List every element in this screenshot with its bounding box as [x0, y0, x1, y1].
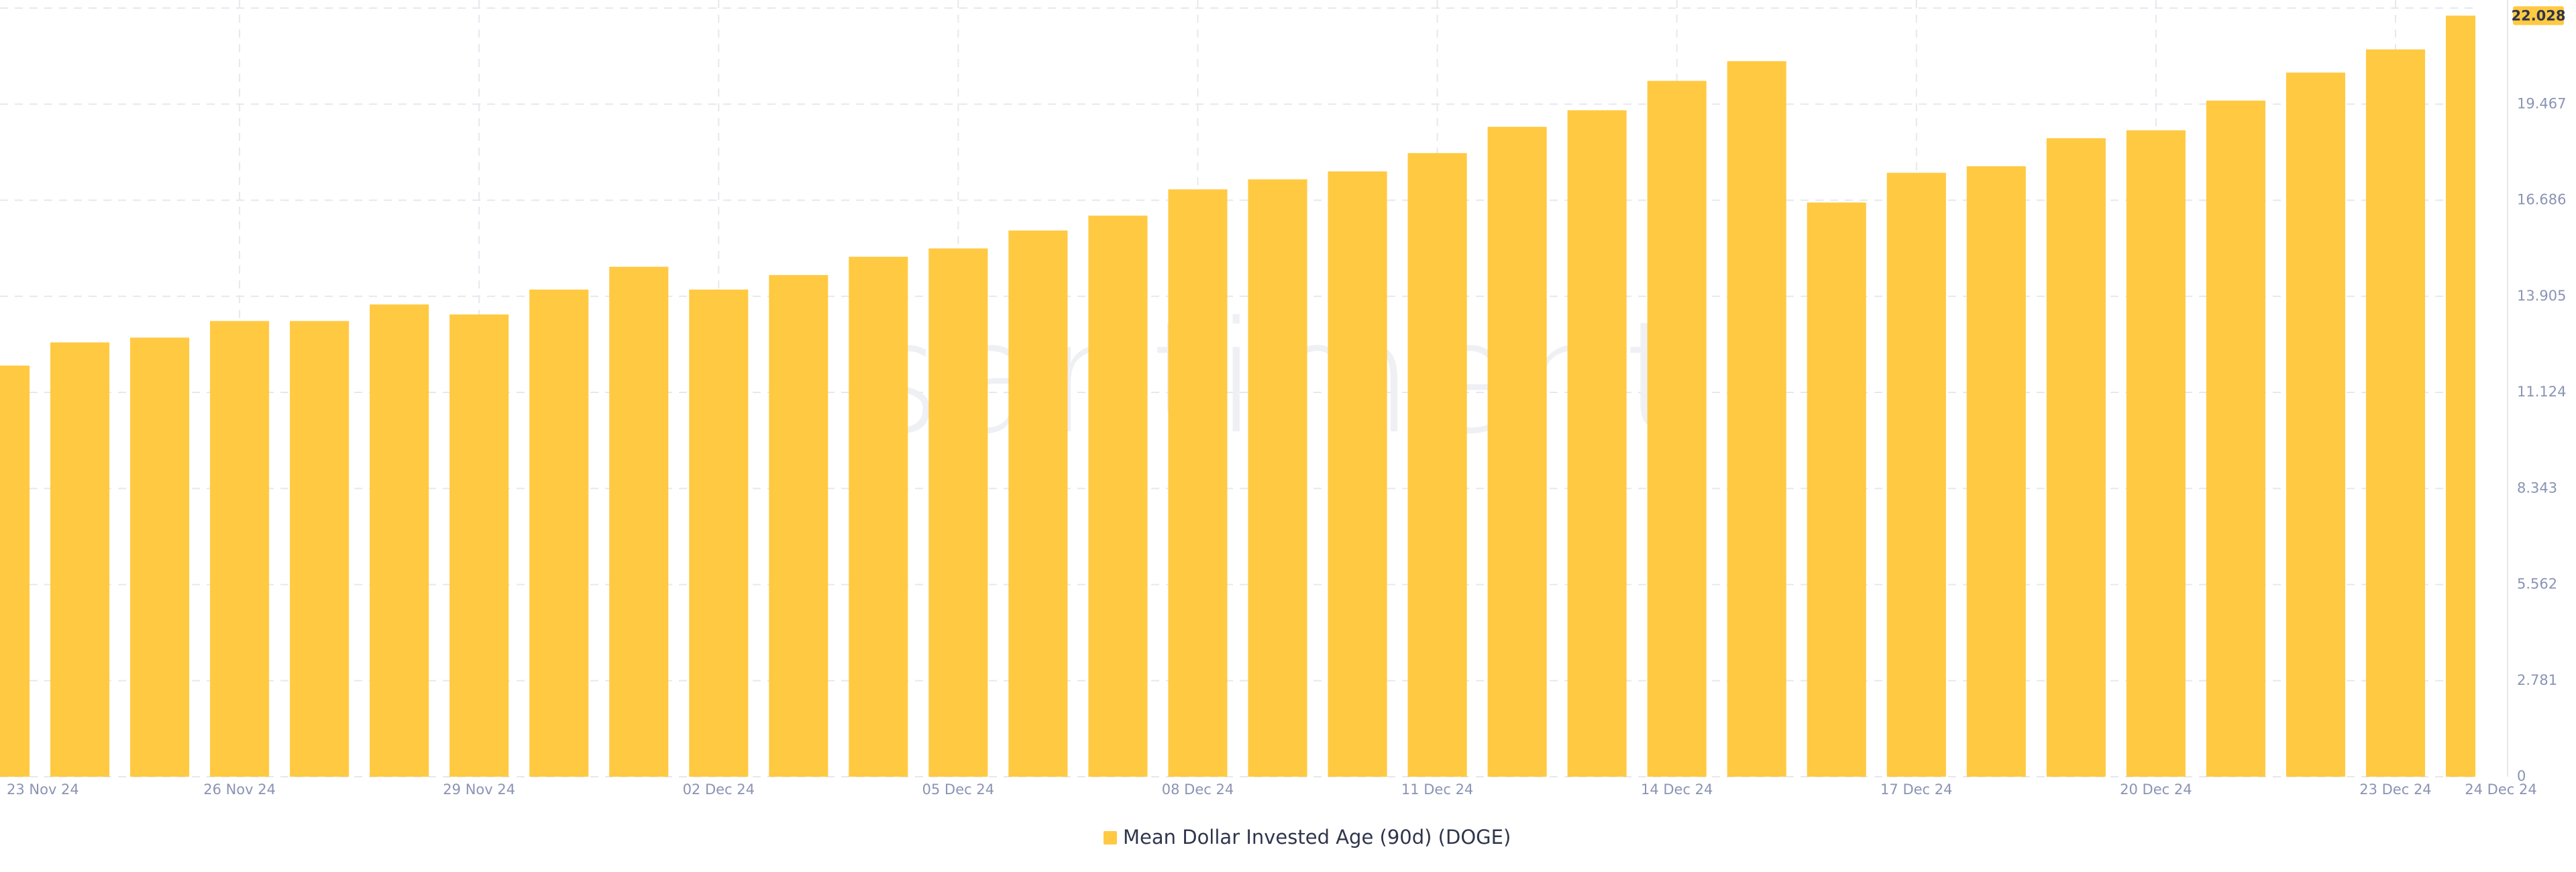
- bar: [928, 248, 988, 777]
- x-tick-label: 17 Dec 24: [1880, 781, 1952, 798]
- bar: [849, 256, 908, 777]
- value-badge-label: 22.028: [2511, 7, 2565, 23]
- bar: [1807, 202, 1866, 777]
- bar: [529, 289, 589, 777]
- x-tick-label: 23 Nov 24: [7, 781, 79, 798]
- x-tick-label: 20 Dec 24: [2120, 781, 2192, 798]
- y-tick-label: 11.124: [2517, 384, 2566, 400]
- legend-item: Mean Dollar Invested Age (90d) (DOGE): [1104, 826, 1511, 849]
- bar: [1647, 80, 1707, 777]
- bar: [2046, 138, 2106, 777]
- bar: [2445, 15, 2475, 777]
- x-tick-label: 08 Dec 24: [1162, 781, 1234, 798]
- bar: [1008, 230, 1068, 777]
- bar: [0, 366, 30, 777]
- axes: 0 2.781 5.562 8.343 11.124 13.905 16.686 19.467…: [7, 0, 2566, 798]
- bar: [1966, 166, 2026, 777]
- y-tick-label: 5.562: [2517, 576, 2557, 592]
- bar: [2365, 49, 2426, 777]
- bar: [2206, 100, 2265, 777]
- bar: [290, 321, 350, 777]
- x-tick-label: 24 Dec 24: [2465, 781, 2536, 798]
- x-tick-label: 26 Nov 24: [203, 781, 276, 798]
- bar: [2286, 72, 2345, 777]
- bar: [370, 304, 429, 777]
- bar: [1407, 153, 1467, 777]
- y-tick-label: 8.343: [2517, 480, 2557, 496]
- value-badge: [2513, 6, 2564, 25]
- bar: [1168, 189, 1228, 777]
- bar: [1328, 171, 1387, 777]
- y-tick-label: 19.467: [2517, 95, 2566, 111]
- x-tick-label: 14 Dec 24: [1641, 781, 1713, 798]
- x-tick-label: 05 Dec 24: [922, 781, 994, 798]
- y-tick-label: 0: [2517, 768, 2526, 784]
- bar: [1886, 172, 1946, 777]
- bar: [1727, 61, 1786, 777]
- bars: [0, 15, 2475, 777]
- bar: [449, 314, 509, 777]
- x-tick-label: 02 Dec 24: [683, 781, 755, 798]
- bar: [689, 289, 749, 777]
- bar: [609, 266, 669, 777]
- bar: [1248, 179, 1307, 777]
- bar: [1567, 110, 1627, 777]
- bar: [1487, 127, 1547, 777]
- bar: [1088, 215, 1148, 777]
- legend-label: Mean Dollar Invested Age (90d) (DOGE): [1123, 826, 1511, 849]
- x-tick-label: 11 Dec 24: [1401, 781, 1473, 798]
- legend-swatch: [1104, 831, 1117, 844]
- bar: [130, 337, 190, 777]
- x-tick-label: 23 Dec 24: [2359, 781, 2431, 798]
- y-tick-label: 16.686: [2517, 192, 2566, 208]
- bar: [50, 342, 110, 777]
- bar: [2126, 130, 2186, 777]
- y-tick-label: 13.905: [2517, 288, 2566, 304]
- bar: [769, 275, 828, 777]
- bar: [210, 321, 270, 777]
- y-tick-label: 2.781: [2517, 672, 2557, 688]
- x-tick-label: 29 Nov 24: [443, 781, 515, 798]
